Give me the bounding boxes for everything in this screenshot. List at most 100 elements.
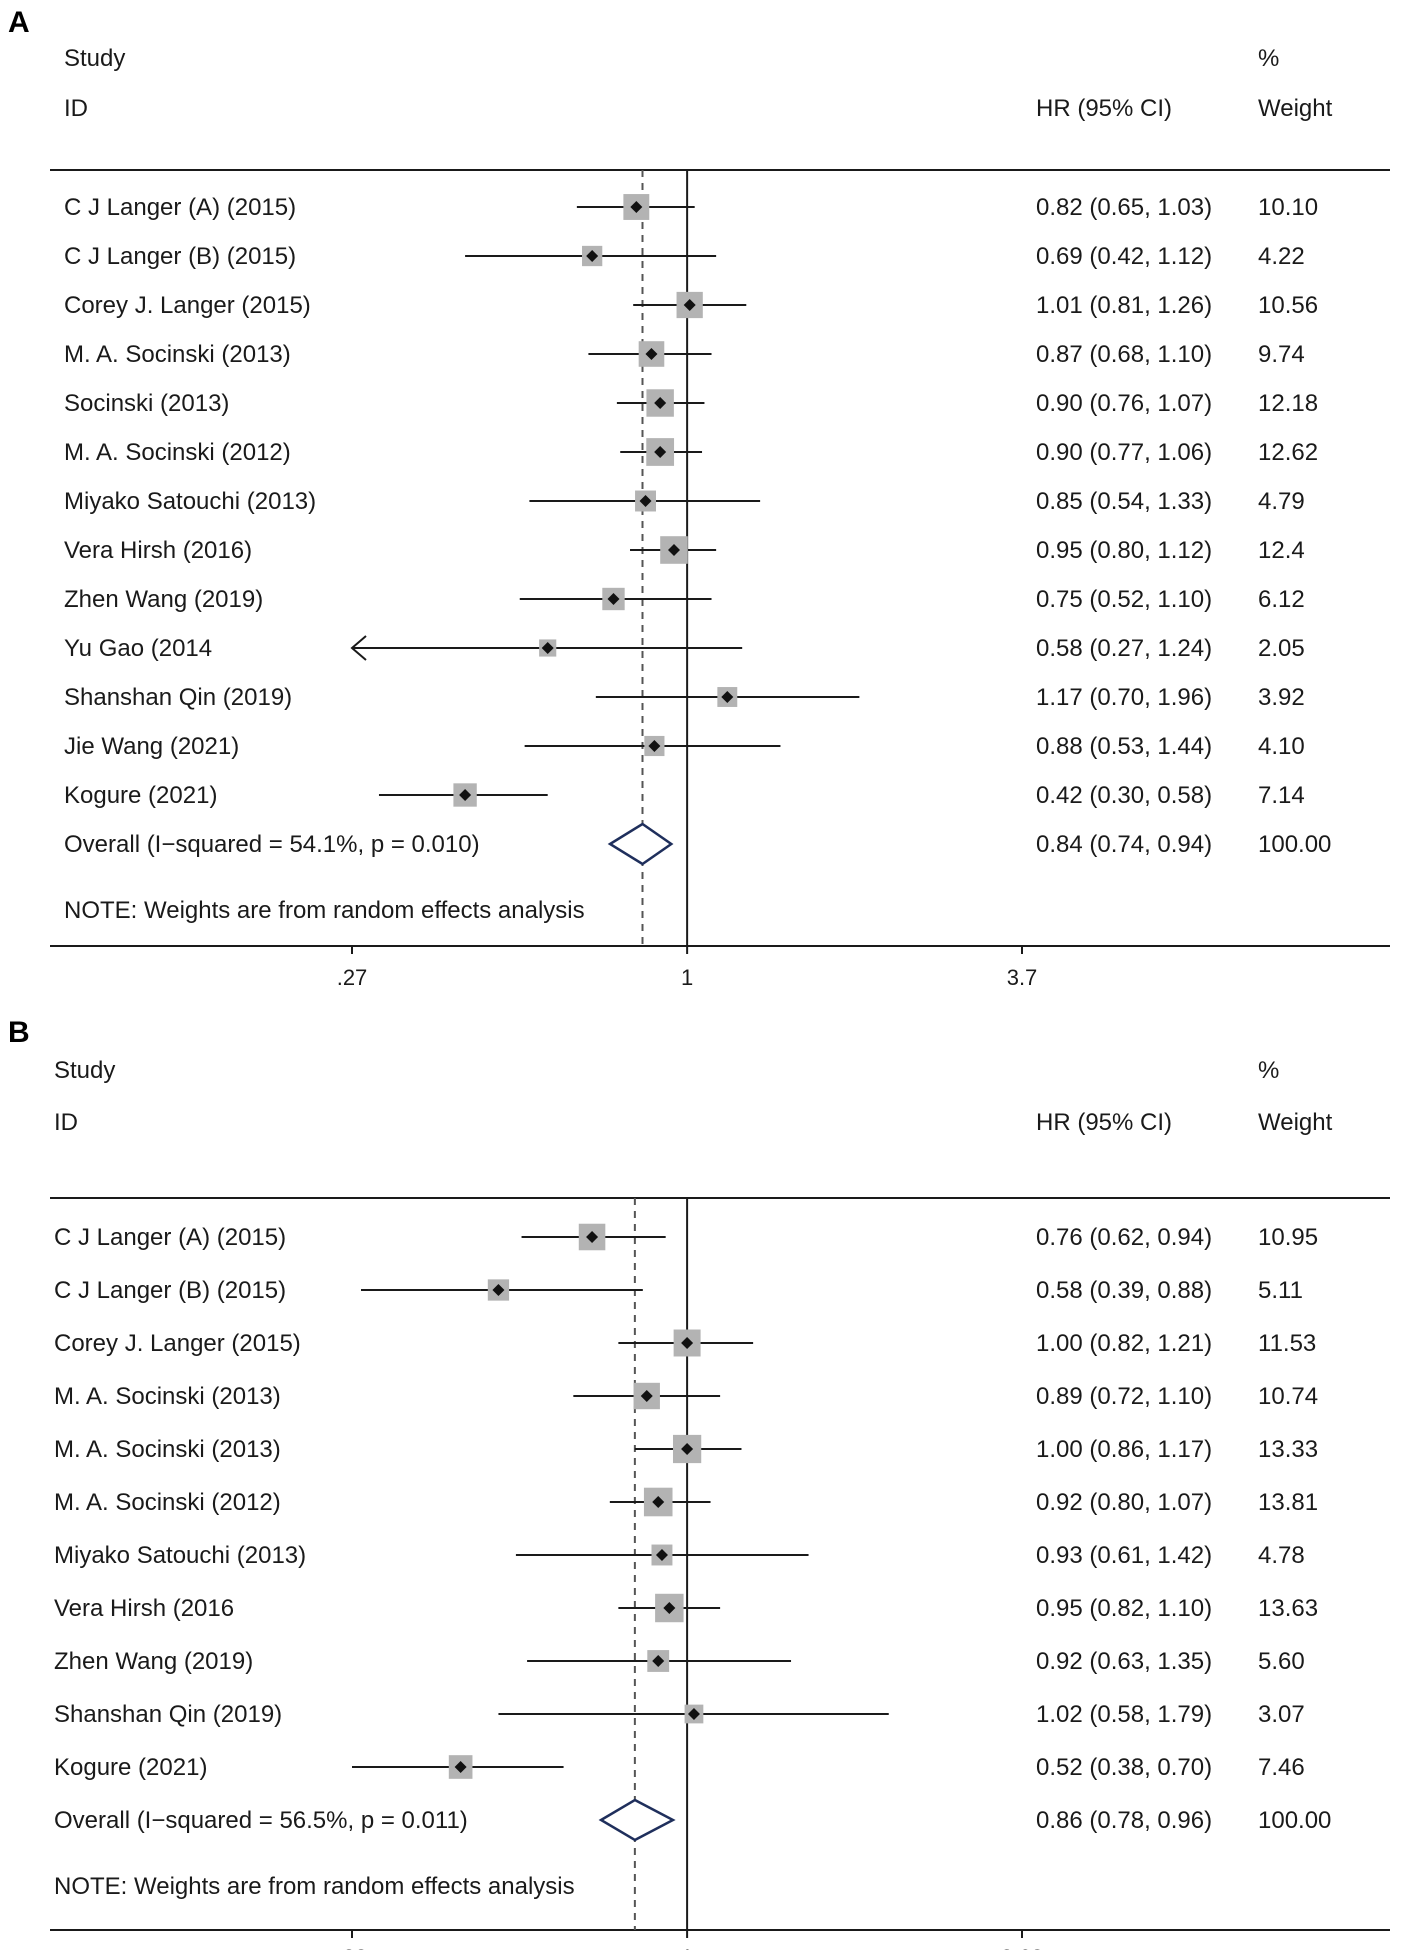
point-estimate — [645, 348, 658, 360]
header-study: Study — [54, 1057, 115, 1084]
point-estimate — [681, 1337, 694, 1349]
weights-note: NOTE: Weights are from random effects an… — [64, 897, 585, 924]
study-label: M. A. Socinski (2013) — [54, 1383, 281, 1410]
study-weight: 12.18 — [1258, 390, 1318, 417]
overall-weight: 100.00 — [1258, 831, 1331, 858]
study-label: Miyako Satouchi (2013) — [64, 488, 316, 515]
x-tick-label: 3.7 — [1007, 965, 1038, 990]
study-weight: 11.53 — [1258, 1330, 1316, 1357]
point-estimate — [586, 250, 599, 262]
study-hr-ci: 0.93 (0.61, 1.42) — [1036, 1542, 1212, 1569]
forest-plot-svg: Study ID HR (95% CI)% Weight .38 1 2.63 C J Lan… — [50, 1057, 1390, 1950]
x-tick-label: 1 — [681, 965, 693, 990]
study-label: Shanshan Qin (2019) — [54, 1701, 282, 1728]
study-label: Zhen Wang (2019) — [54, 1648, 253, 1675]
study-hr-ci: 1.00 (0.82, 1.21) — [1036, 1330, 1212, 1357]
forest-plot-svg: Study ID HR (95% CI)% Weight .27 1 3.7 C J Lang… — [50, 45, 1390, 990]
study-label: Shanshan Qin (2019) — [64, 684, 292, 711]
study-hr-ci: 0.75 (0.52, 1.10) — [1036, 586, 1212, 613]
study-hr-ci: 0.95 (0.80, 1.12) — [1036, 537, 1212, 564]
point-estimate — [687, 1708, 700, 1720]
overall-label: Overall (I−squared = 56.5%, p = 0.011) — [54, 1807, 468, 1834]
point-estimate — [654, 397, 667, 409]
header-id: ID — [54, 1109, 78, 1136]
point-estimate — [655, 1549, 668, 1561]
study-weight: 4.10 — [1258, 733, 1305, 760]
study-label: Jie Wang (2021) — [64, 733, 239, 760]
study-hr-ci: 1.00 (0.86, 1.17) — [1036, 1436, 1212, 1463]
header-id: ID — [64, 95, 88, 122]
study-label: C J Langer (B) (2015) — [54, 1277, 286, 1304]
point-estimate — [640, 1390, 653, 1402]
study-weight: 4.22 — [1258, 243, 1305, 270]
study-weight: 13.33 — [1258, 1436, 1318, 1463]
panel-label: B — [8, 1016, 30, 1049]
point-estimate — [663, 1602, 676, 1614]
header-hr-ci: HR (95% CI) — [1036, 1109, 1172, 1136]
x-tick-label: .38 — [337, 1945, 368, 1950]
point-estimate — [459, 789, 472, 801]
study-hr-ci: 0.95 (0.82, 1.10) — [1036, 1595, 1212, 1622]
study-weight: 2.05 — [1258, 635, 1305, 662]
point-estimate — [667, 544, 680, 556]
study-weight: 4.79 — [1258, 488, 1305, 515]
x-tick-label: 1 — [681, 1945, 693, 1950]
study-weight: 13.81 — [1258, 1489, 1318, 1516]
study-hr-ci: 0.76 (0.62, 0.94) — [1036, 1224, 1212, 1251]
study-label: Yu Gao (2014 — [64, 635, 212, 662]
study-label: Zhen Wang (2019) — [64, 586, 263, 613]
point-estimate — [607, 593, 620, 605]
panel-label: A — [8, 6, 30, 39]
point-estimate — [630, 201, 643, 213]
ci-arrow — [350, 635, 367, 661]
study-hr-ci: 0.88 (0.53, 1.44) — [1036, 733, 1212, 760]
study-label: M. A. Socinski (2013) — [54, 1436, 281, 1463]
study-hr-ci: 0.42 (0.30, 0.58) — [1036, 782, 1212, 809]
header-weight: Weight — [1258, 95, 1333, 122]
study-hr-ci: 0.58 (0.27, 1.24) — [1036, 635, 1212, 662]
point-estimate — [652, 1496, 665, 1508]
point-estimate — [681, 1443, 694, 1455]
point-estimate — [541, 642, 554, 654]
study-label: Corey J. Langer (2015) — [64, 292, 311, 319]
study-hr-ci: 0.87 (0.68, 1.10) — [1036, 341, 1212, 368]
study-hr-ci: 1.17 (0.70, 1.96) — [1036, 684, 1212, 711]
study-label: C J Langer (B) (2015) — [64, 243, 296, 270]
study-hr-ci: 0.90 (0.77, 1.06) — [1036, 439, 1212, 466]
header-hr-ci: HR (95% CI) — [1036, 95, 1172, 122]
study-weight: 4.78 — [1258, 1542, 1305, 1569]
study-hr-ci: 0.82 (0.65, 1.03) — [1036, 194, 1212, 221]
study-label: Vera Hirsh (2016) — [64, 537, 252, 564]
point-estimate — [454, 1761, 467, 1773]
header-study: Study — [64, 45, 125, 72]
study-weight: 12.62 — [1258, 439, 1318, 466]
study-hr-ci: 0.92 (0.63, 1.35) — [1036, 1648, 1212, 1675]
study-weight: 9.74 — [1258, 341, 1305, 368]
study-label: Socinski (2013) — [64, 390, 229, 417]
study-weight: 3.92 — [1258, 684, 1305, 711]
forest-plot-panel-a: A Study ID HR (95% CI)% Weight .27 1 3.7 C J La… — [8, 6, 1390, 990]
point-estimate — [683, 299, 696, 311]
study-hr-ci: 0.52 (0.38, 0.70) — [1036, 1754, 1212, 1781]
study-hr-ci: 0.69 (0.42, 1.12) — [1036, 243, 1212, 270]
overall-hr-ci: 0.86 (0.78, 0.96) — [1036, 1807, 1212, 1834]
point-estimate — [648, 740, 661, 752]
study-label: Vera Hirsh (2016 — [54, 1595, 234, 1622]
study-label: M. A. Socinski (2013) — [64, 341, 291, 368]
point-estimate — [639, 495, 652, 507]
study-label: M. A. Socinski (2012) — [54, 1489, 281, 1516]
study-hr-ci: 0.89 (0.72, 1.10) — [1036, 1383, 1212, 1410]
header-percent: % — [1258, 45, 1279, 72]
study-hr-ci: 0.58 (0.39, 0.88) — [1036, 1277, 1212, 1304]
point-estimate — [492, 1284, 505, 1296]
study-weight: 6.12 — [1258, 586, 1305, 613]
weights-note: NOTE: Weights are from random effects an… — [54, 1873, 575, 1900]
study-weight: 3.07 — [1258, 1701, 1305, 1728]
study-label: Corey J. Langer (2015) — [54, 1330, 301, 1357]
x-tick-label: .27 — [337, 965, 368, 990]
study-weight: 10.56 — [1258, 292, 1318, 319]
study-label: M. A. Socinski (2012) — [64, 439, 291, 466]
x-tick-label: 2.63 — [1001, 1945, 1044, 1950]
header-percent: % — [1258, 1057, 1279, 1084]
point-estimate — [652, 1655, 665, 1667]
